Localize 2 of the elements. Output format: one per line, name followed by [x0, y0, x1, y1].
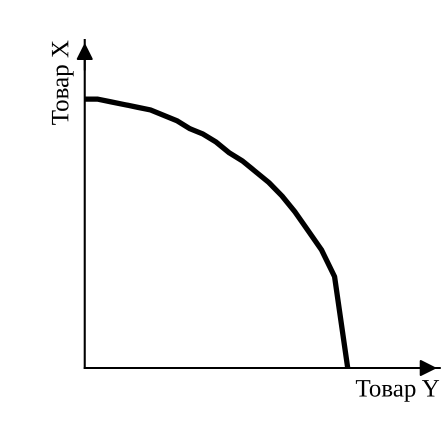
y-axis-title: Товар X: [52, 40, 74, 125]
x-axis-title: Товар Y: [356, 380, 440, 402]
